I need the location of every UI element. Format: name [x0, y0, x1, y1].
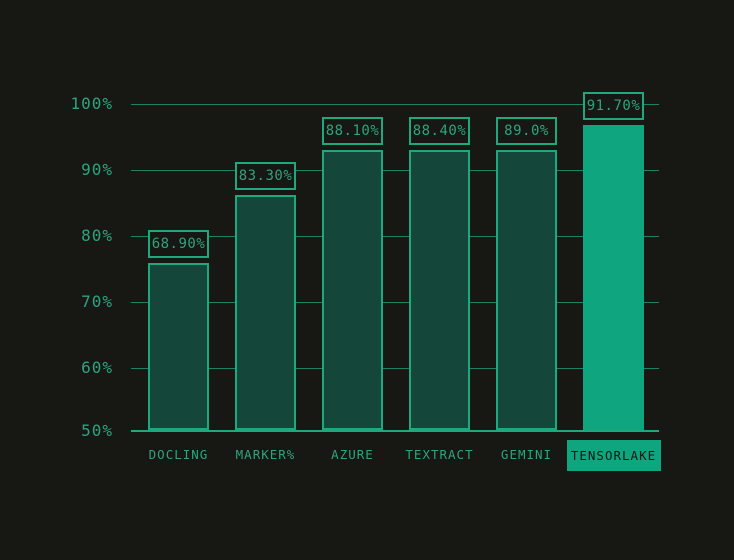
x-axis-label: TEXTRACT — [405, 447, 474, 462]
y-axis-label: 60% — [81, 358, 113, 377]
value-label-box: 88.40% — [409, 117, 470, 145]
gridline-100 — [131, 104, 659, 105]
y-axis-label: 80% — [81, 226, 113, 245]
bar-gemini — [496, 150, 557, 430]
bar-marker — [235, 195, 296, 430]
value-label-box: 83.30% — [235, 162, 296, 190]
bar-docling — [148, 263, 209, 430]
bar-textract — [409, 150, 470, 430]
value-label-box: 89.0% — [496, 117, 557, 145]
gridline-70 — [131, 302, 659, 303]
tensorlake-badge: TENSORLAKE — [566, 440, 661, 471]
x-axis-label: DOCLING — [148, 447, 209, 462]
x-axis-label: MARKER% — [235, 447, 296, 462]
gridline-60 — [131, 368, 659, 369]
y-axis-label: 100% — [70, 94, 113, 113]
bar-tensorlake — [583, 125, 644, 430]
x-axis-label: AZURE — [331, 447, 374, 462]
y-axis-label: 50% — [81, 421, 113, 440]
value-label-box: 68.90% — [148, 230, 209, 258]
x-axis-label: GEMINI — [500, 447, 553, 462]
bar-azure — [322, 150, 383, 430]
gridline-90 — [131, 170, 659, 171]
value-label-box: 91.70% — [583, 92, 644, 120]
gridline-80 — [131, 236, 659, 237]
y-axis-label: 90% — [81, 160, 113, 179]
x-axis-line — [131, 430, 659, 432]
y-axis-label: 70% — [81, 292, 113, 311]
value-label-box: 88.10% — [322, 117, 383, 145]
